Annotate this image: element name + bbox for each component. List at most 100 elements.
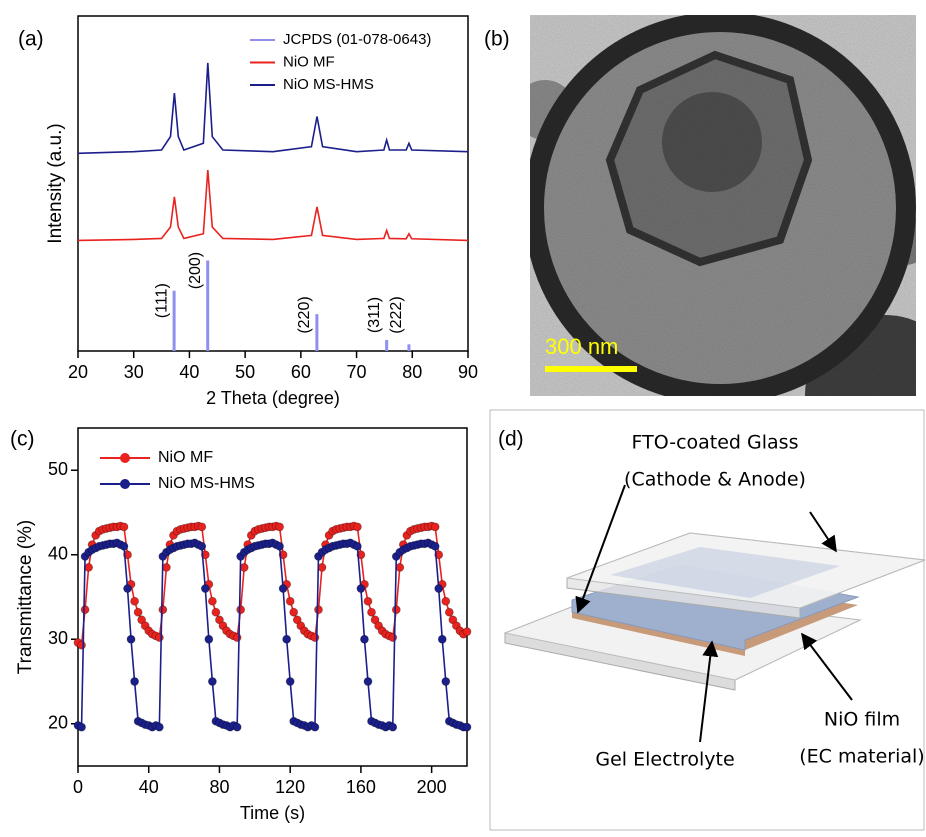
- data-point: [352, 541, 362, 551]
- data-point: [462, 722, 472, 732]
- data-point: [289, 607, 299, 617]
- data-point: [119, 541, 129, 551]
- data-point: [197, 522, 207, 532]
- x-axis-label: Time (s): [240, 803, 305, 823]
- x-tick-label: 200: [417, 777, 447, 797]
- data-point: [430, 541, 440, 551]
- y-tick-label: 40: [48, 544, 68, 564]
- peak-label: (311): [366, 297, 383, 333]
- peak-label: (222): [388, 296, 405, 333]
- data-point: [275, 541, 284, 551]
- series-line: [77, 542, 467, 729]
- tem-image: [530, 15, 916, 396]
- panel-label: (a): [18, 28, 44, 51]
- series-line: [77, 170, 469, 242]
- data-point: [430, 522, 440, 532]
- data-point: [448, 615, 458, 625]
- x-axis-label: 2 Theta (degree): [206, 388, 340, 408]
- tem-core: [662, 92, 762, 192]
- plot-frame: [77, 427, 468, 767]
- data-point: [278, 584, 288, 593]
- data-point: [232, 722, 242, 732]
- legend-marker: [120, 453, 130, 463]
- data-point: [197, 541, 207, 551]
- y-axis-label: Intensity (a.u.): [45, 123, 66, 243]
- data-point: [275, 522, 284, 532]
- data-point: [444, 607, 454, 617]
- diagram-label: NiO film: [824, 709, 900, 731]
- series-line: [77, 62, 469, 155]
- data-point: [154, 633, 164, 642]
- data-point: [370, 615, 380, 625]
- diagram-label: FTO-coated Glass: [632, 432, 799, 454]
- data-point: [162, 563, 171, 572]
- data-point: [388, 633, 398, 642]
- data-point: [84, 563, 94, 572]
- legend-label: NiO MS-HMS: [283, 76, 374, 93]
- data-point: [314, 605, 323, 615]
- arrow: [699, 640, 719, 743]
- data-point: [395, 563, 405, 572]
- data-point: [200, 584, 210, 593]
- data-point: [207, 677, 217, 686]
- panel-label: (d): [498, 428, 524, 451]
- data-point: [130, 677, 139, 686]
- data-point: [310, 722, 320, 732]
- scale-bar-label: 300 nm: [545, 334, 618, 359]
- data-point: [80, 605, 90, 615]
- data-point: [352, 522, 362, 532]
- data-point: [285, 677, 295, 686]
- peak-label: (111): [153, 283, 170, 318]
- data-point: [363, 596, 373, 606]
- data-point: [158, 605, 168, 615]
- y-tick-label: 30: [48, 628, 68, 648]
- x-tick-label: 50: [235, 362, 255, 382]
- y-axis-label: Transmittance (%): [15, 520, 36, 675]
- arrow: [801, 632, 853, 701]
- diagram-label: (EC material): [799, 746, 924, 768]
- peak-label: (200): [187, 252, 204, 289]
- peak-label: (220): [296, 296, 313, 333]
- data-point: [367, 607, 376, 617]
- legend-label: NiO MS-HMS: [158, 475, 255, 492]
- data-point: [204, 634, 214, 644]
- data-point: [215, 615, 224, 625]
- diagram-label: Gel Electrolyte: [595, 749, 734, 771]
- x-tick-label: 30: [124, 362, 144, 382]
- x-tick-label: 20: [68, 362, 88, 382]
- data-point: [77, 640, 86, 650]
- legend-label: NiO MF: [283, 53, 335, 70]
- data-point: [282, 634, 292, 644]
- y-tick-label: 20: [48, 713, 68, 733]
- arrow: [575, 484, 626, 614]
- data-point: [211, 607, 221, 617]
- data-point: [123, 584, 132, 593]
- x-tick-label: 90: [458, 362, 478, 382]
- data-point: [360, 634, 369, 644]
- x-tick-label: 160: [346, 777, 376, 797]
- film-shadow: [610, 547, 840, 598]
- data-point: [441, 677, 451, 686]
- x-tick-label: 80: [209, 777, 229, 797]
- data-point: [285, 596, 295, 606]
- data-point: [207, 596, 217, 606]
- data-point: [77, 722, 86, 732]
- y-tick-label: 50: [48, 459, 68, 479]
- x-tick-label: 70: [347, 362, 367, 382]
- data-point: [119, 522, 129, 532]
- data-point: [236, 605, 246, 615]
- data-point: [388, 722, 398, 732]
- data-point: [232, 633, 242, 642]
- data-point: [130, 596, 139, 606]
- data-point: [356, 584, 366, 593]
- panel-label: (b): [484, 28, 510, 51]
- data-point: [462, 627, 472, 637]
- data-point: [391, 605, 401, 615]
- data-point: [437, 634, 447, 644]
- diagram-frame: [489, 409, 925, 831]
- data-point: [137, 615, 147, 625]
- data-point: [317, 563, 327, 572]
- panel-label: (c): [10, 428, 35, 451]
- data-point: [363, 677, 373, 686]
